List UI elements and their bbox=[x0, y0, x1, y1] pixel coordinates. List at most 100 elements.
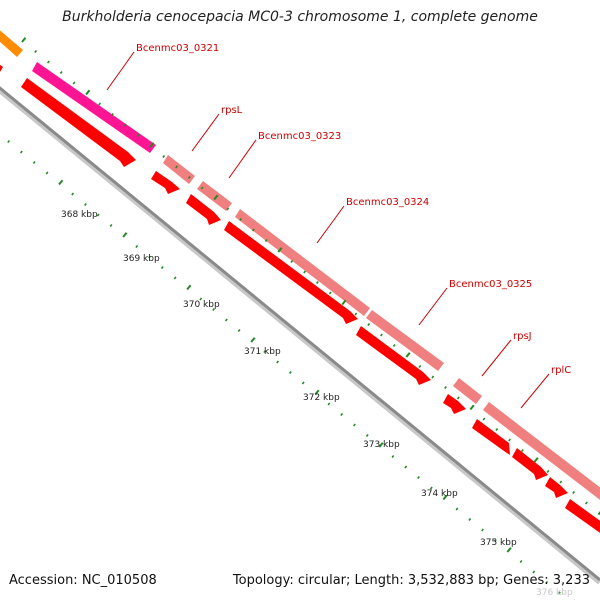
tick-minor bbox=[96, 213, 100, 217]
label-line bbox=[228, 139, 257, 179]
tick-minor bbox=[175, 165, 178, 169]
tick-minor bbox=[289, 371, 292, 375]
feature-pink bbox=[483, 402, 600, 500]
label-line bbox=[418, 287, 448, 326]
gene-label: Bcenmc03_0321 bbox=[136, 43, 219, 54]
tick-minor bbox=[301, 381, 305, 385]
gene-arrow bbox=[443, 394, 466, 414]
tick-minor bbox=[59, 71, 63, 75]
tick-minor bbox=[264, 239, 268, 243]
tick-minor bbox=[109, 224, 113, 228]
tick-minor bbox=[468, 518, 472, 522]
label-line bbox=[316, 205, 345, 244]
tick-minor bbox=[263, 350, 267, 354]
gene-label: Bcenmc03_0325 bbox=[449, 279, 532, 290]
tick-minor bbox=[148, 255, 151, 259]
feature-pink bbox=[197, 181, 232, 211]
label-line bbox=[520, 373, 550, 409]
tick-minor bbox=[418, 365, 422, 369]
tick-minor bbox=[340, 413, 344, 417]
tick-minor bbox=[200, 186, 204, 190]
tick-minor bbox=[84, 203, 87, 207]
tick-minor bbox=[404, 465, 408, 469]
label-line bbox=[191, 113, 220, 152]
tick-minor bbox=[493, 539, 497, 543]
tick-major bbox=[442, 494, 448, 501]
tick-major bbox=[250, 337, 256, 343]
tick-minor bbox=[136, 134, 140, 138]
topology-text: Topology: circular; Length: 3,532,883 bp… bbox=[232, 573, 590, 588]
gene-label: rpsL bbox=[221, 105, 243, 116]
tick-major bbox=[341, 299, 347, 306]
gene-arrow bbox=[0, 64, 3, 72]
tick-minor bbox=[226, 207, 230, 211]
tick-major bbox=[149, 142, 155, 148]
ruler-label: 370 kbp bbox=[183, 300, 220, 310]
feature-ring-outer bbox=[0, 30, 600, 500]
tick-minor bbox=[212, 308, 215, 312]
tick-minor bbox=[559, 480, 563, 484]
tick-minor bbox=[429, 486, 433, 490]
ruler-label: 375 kbp bbox=[480, 538, 517, 548]
tick-minor bbox=[7, 140, 11, 144]
tick-major bbox=[85, 89, 91, 96]
gene-arrow bbox=[565, 499, 600, 533]
ruler-label: 374 kbp bbox=[421, 489, 458, 499]
tick-major bbox=[277, 247, 283, 253]
gene-arrow bbox=[356, 326, 431, 385]
ruler-label: 372 kbp bbox=[303, 393, 340, 403]
tick-major bbox=[122, 232, 128, 238]
tick-minor bbox=[34, 50, 38, 54]
tick-minor bbox=[251, 228, 255, 232]
tick-minor bbox=[199, 297, 203, 301]
gene-arrow bbox=[224, 221, 358, 324]
feature-pink bbox=[366, 310, 444, 371]
tick-major bbox=[597, 510, 600, 516]
feature-orange bbox=[0, 30, 23, 57]
tick-minor bbox=[173, 276, 177, 280]
tick-minor bbox=[354, 312, 358, 316]
tick-minor bbox=[328, 291, 332, 295]
tick-minor bbox=[316, 281, 319, 285]
tick-minor bbox=[495, 428, 499, 432]
tick-minor bbox=[508, 438, 511, 442]
tick-minor bbox=[392, 344, 396, 348]
tick-minor bbox=[162, 155, 166, 159]
tick-minor bbox=[71, 192, 75, 196]
tick-minor bbox=[431, 375, 435, 379]
tick-major bbox=[213, 194, 219, 201]
tick-minor bbox=[32, 161, 36, 165]
backbone-shadow bbox=[0, 86, 600, 585]
tick-minor bbox=[481, 528, 484, 532]
tick-major bbox=[314, 389, 320, 396]
tick-minor bbox=[72, 81, 76, 85]
ruler-label: 371 kbp bbox=[244, 347, 281, 357]
gene-arrow bbox=[545, 477, 568, 498]
gene-arrow bbox=[186, 194, 221, 225]
tick-minor bbox=[558, 591, 561, 595]
backbone bbox=[0, 86, 600, 582]
tick-major bbox=[58, 179, 64, 186]
tick-major bbox=[405, 352, 411, 358]
tick-minor bbox=[367, 323, 371, 327]
tick-major bbox=[21, 37, 27, 43]
tick-minor bbox=[46, 60, 50, 64]
ruler-label: 369 kbp bbox=[123, 254, 160, 264]
tick-minor bbox=[455, 507, 459, 511]
tick-minor bbox=[572, 491, 576, 495]
tick-minor bbox=[135, 245, 139, 249]
tick-minor bbox=[290, 260, 294, 264]
tick-minor bbox=[327, 402, 331, 406]
tick-minor bbox=[391, 455, 395, 459]
tick-minor bbox=[417, 476, 420, 480]
tick-minor bbox=[111, 113, 114, 117]
tick-major bbox=[533, 457, 539, 463]
tick-minor bbox=[303, 270, 307, 274]
tick-minor bbox=[545, 581, 549, 585]
label-line bbox=[481, 339, 512, 377]
tick-major bbox=[378, 442, 384, 448]
tick-minor bbox=[239, 218, 242, 222]
gene-label: Bcenmc03_0324 bbox=[346, 197, 429, 208]
tick-minor bbox=[160, 266, 164, 270]
